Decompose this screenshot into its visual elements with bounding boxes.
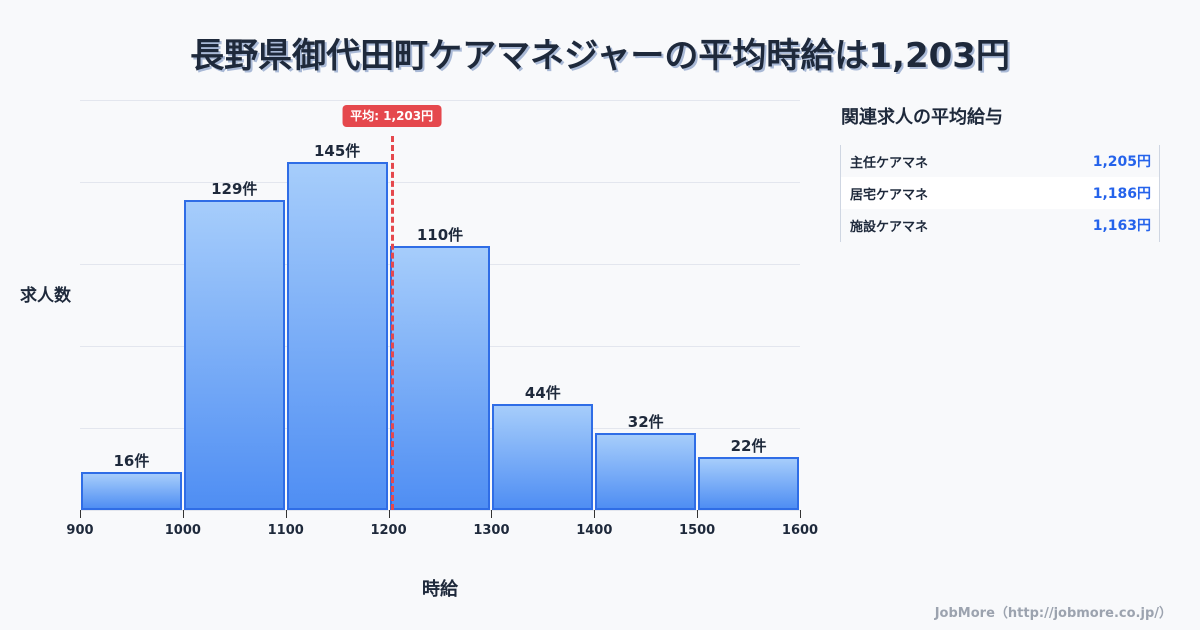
x-tick-label: 1300: [473, 523, 510, 538]
related-jobs-title: 関連求人の平均給与: [841, 107, 1003, 128]
page-title: 長野県御代田町ケアマネジャーの平均時給は1,203円: [190, 36, 1010, 76]
bar-value-label: 16件: [113, 451, 150, 470]
x-tick-label: 1100: [267, 523, 304, 538]
gridline: [80, 100, 800, 101]
histogram-bar: [81, 471, 182, 510]
x-tick-mark: [285, 510, 287, 518]
related-job-row: 施設ケアマネ 1,163円: [841, 209, 1159, 241]
x-tick-mark: [182, 510, 184, 518]
histogram-bar: [389, 246, 491, 510]
histogram-bar: [492, 404, 594, 510]
bar-value-label: 22件: [730, 437, 767, 456]
average-badge: 平均: 1,203円: [342, 105, 442, 127]
y-axis-label: 求人数: [20, 286, 71, 306]
bar-value-label: 129件: [211, 180, 258, 199]
related-job-row: 主任ケアマネ 1,205円: [841, 145, 1159, 177]
bar-value-label: 110件: [416, 226, 464, 244]
related-job-wage: 1,205円: [1092, 154, 1151, 170]
related-job-name: 居宅ケアマネ: [850, 187, 929, 203]
gridline: [80, 182, 800, 183]
x-tick-label: 1200: [370, 523, 407, 538]
x-axis-label: 時給: [422, 579, 458, 600]
related-jobs-table: 主任ケアマネ 1,205円 居宅ケアマネ 1,186円 施設ケアマネ 1,163…: [840, 145, 1160, 242]
related-job-name: 主任ケアマネ: [850, 155, 929, 171]
footer-credit: JobMore（http://jobmore.co.jp/）: [934, 606, 1172, 621]
x-tick-mark: [388, 510, 390, 518]
bar-value-label: 44件: [524, 384, 561, 403]
histogram-bar: [595, 433, 697, 510]
histogram-bar: [286, 162, 388, 510]
x-tick-mark: [80, 510, 81, 518]
histogram-bar: [698, 457, 799, 510]
histogram-plot-area: 16件 129件 145件 110件 44件 32件 22件: [80, 100, 800, 510]
x-tick-mark: [594, 510, 596, 518]
x-tick-label: 1400: [576, 523, 613, 538]
x-tick-label: 1600: [781, 523, 819, 538]
average-line: [390, 136, 394, 510]
x-tick-label: 900: [66, 523, 94, 538]
x-tick-label: 1500: [679, 523, 716, 538]
related-job-row: 居宅ケアマネ 1,186円: [841, 177, 1159, 209]
x-tick-mark: [800, 510, 801, 518]
x-axis-line: [80, 510, 800, 511]
histogram-bar: [183, 200, 285, 510]
x-tick-mark: [697, 510, 699, 518]
related-job-name: 施設ケアマネ: [850, 219, 929, 235]
related-job-wage: 1,163円: [1092, 218, 1151, 234]
bar-value-label: 145件: [313, 142, 361, 160]
x-tick-mark: [491, 510, 493, 518]
x-tick-label: 1000: [164, 523, 201, 538]
bar-value-label: 32件: [627, 413, 664, 432]
related-job-wage: 1,186円: [1092, 186, 1151, 202]
